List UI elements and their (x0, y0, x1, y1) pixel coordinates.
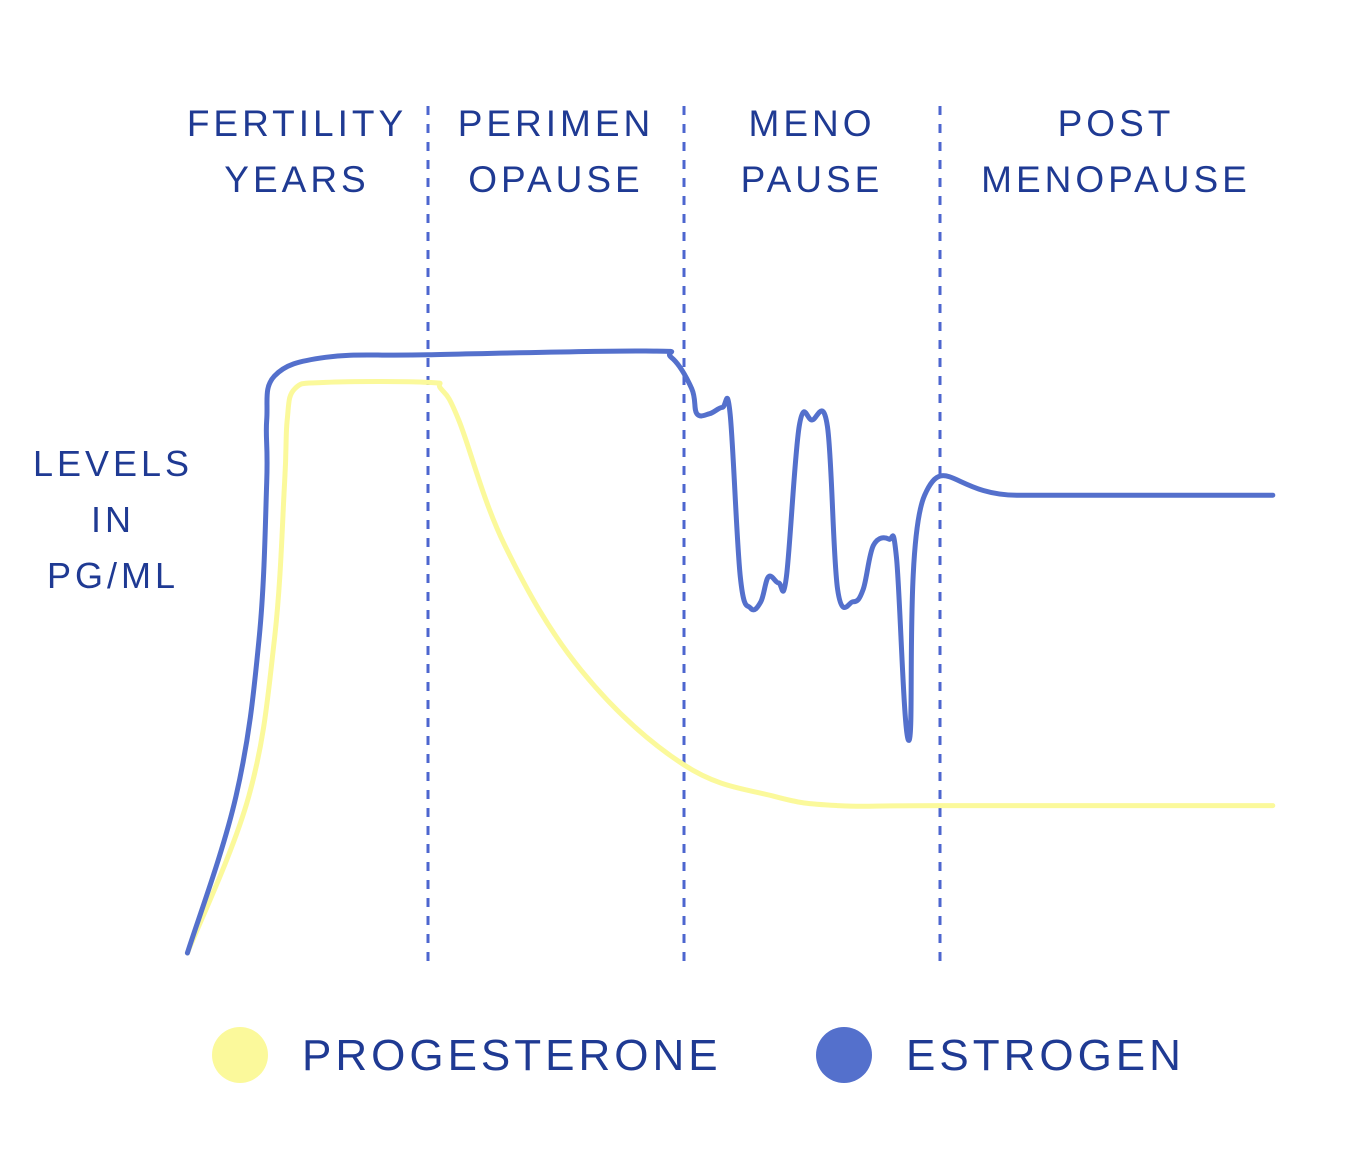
legend-label-progesterone: PROGESTERONE (302, 1031, 722, 1080)
phase-label-1-line-2: YEARS (224, 159, 369, 200)
legend-swatch-progesterone (212, 1027, 268, 1083)
phase-label-1-line-1: FERTILITY (187, 103, 407, 144)
y-axis-label: LEVELS IN PG/ML (33, 443, 193, 596)
y-axis-label-line-2: IN (91, 499, 135, 540)
series-line-progesterone (184, 379, 1276, 956)
phase-dividers (426, 106, 942, 968)
legend-swatch-estrogen (816, 1027, 872, 1083)
legend: PROGESTERONE ESTROGEN (212, 1027, 1185, 1083)
legend-label-estrogen: ESTROGEN (906, 1031, 1185, 1080)
phase-label-3-line-1: MENO (749, 103, 876, 144)
series-lines (184, 348, 1276, 956)
series-line-estrogen (184, 348, 1276, 956)
phase-label-4-line-1: POST (1058, 103, 1175, 144)
phase-label-2-line-1: PERIMEN (458, 103, 655, 144)
phase-label-3-line-2: PAUSE (741, 159, 884, 200)
phase-label-2-line-2: OPAUSE (468, 159, 643, 200)
phase-label-4-line-2: MENOPAUSE (981, 159, 1251, 200)
y-axis-label-line-1: LEVELS (33, 443, 193, 484)
y-axis-label-line-3: PG/ML (47, 555, 179, 596)
phase-labels: FERTILITYYEARSPERIMENOPAUSEMENOPAUSEPOST… (187, 103, 1251, 200)
